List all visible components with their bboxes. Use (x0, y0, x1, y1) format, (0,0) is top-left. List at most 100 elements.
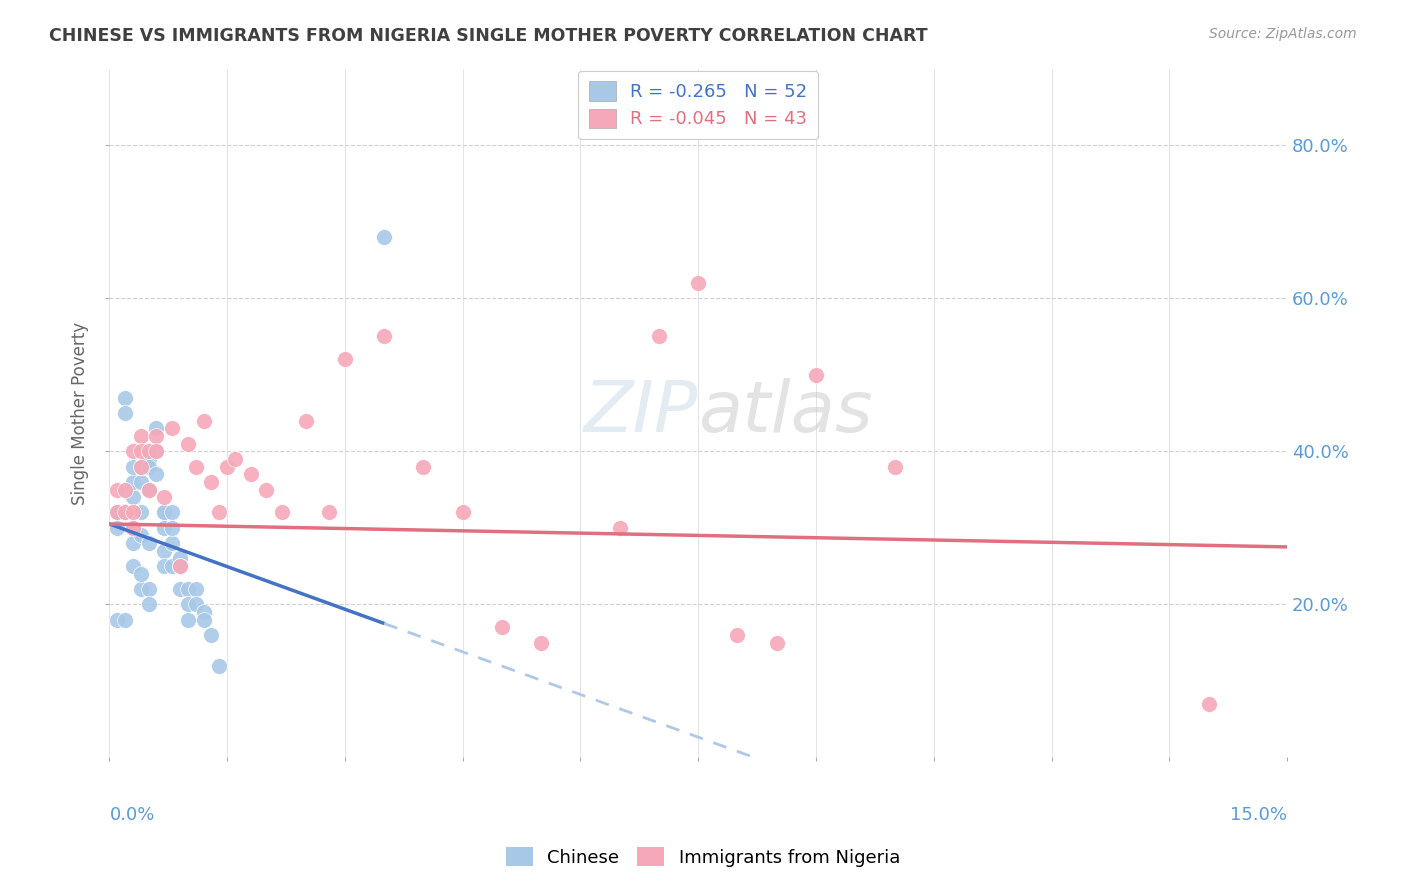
Y-axis label: Single Mother Poverty: Single Mother Poverty (72, 321, 89, 505)
Point (122, 475, 145, 489)
Point (160, 536, 183, 550)
Point (114, 506, 136, 520)
Point (129, 506, 152, 520)
Point (217, 459, 239, 474)
Text: atlas: atlas (699, 378, 873, 448)
Point (373, 230, 395, 244)
Point (122, 559, 145, 574)
Point (153, 506, 176, 520)
Point (114, 483, 136, 497)
Point (138, 459, 160, 474)
Point (114, 391, 136, 405)
Point (138, 536, 160, 550)
Point (648, 329, 671, 343)
Point (804, 368, 827, 382)
Point (373, 329, 395, 343)
Point (271, 506, 294, 520)
Point (200, 628, 222, 642)
Point (169, 559, 191, 574)
Point (153, 490, 176, 504)
Point (138, 597, 160, 611)
Point (122, 490, 145, 504)
Point (177, 436, 200, 450)
Point (530, 635, 553, 649)
Point (177, 613, 200, 627)
Point (129, 459, 152, 474)
Point (138, 582, 160, 596)
Point (169, 559, 191, 574)
Point (105, 506, 128, 520)
Point (254, 483, 277, 497)
Point (145, 421, 167, 435)
Point (129, 582, 152, 596)
Point (138, 483, 160, 497)
Point (177, 597, 200, 611)
Point (122, 444, 145, 458)
Point (160, 521, 183, 535)
Text: CHINESE VS IMMIGRANTS FROM NIGERIA SINGLE MOTHER POVERTY CORRELATION CHART: CHINESE VS IMMIGRANTS FROM NIGERIA SINGL… (49, 27, 928, 45)
Point (609, 521, 631, 535)
Point (160, 559, 183, 574)
Point (239, 467, 262, 482)
Point (105, 521, 128, 535)
Point (122, 506, 145, 520)
Point (160, 506, 183, 520)
Point (145, 444, 167, 458)
Point (193, 414, 215, 428)
Point (129, 429, 152, 443)
Point (129, 444, 152, 458)
Point (129, 459, 152, 474)
Point (318, 506, 340, 520)
Point (145, 429, 167, 443)
Point (1198, 697, 1220, 711)
Point (122, 536, 145, 550)
Point (688, 276, 710, 290)
Point (491, 620, 513, 634)
Point (184, 597, 207, 611)
Point (160, 421, 183, 435)
Point (145, 444, 167, 458)
Point (451, 506, 474, 520)
Point (145, 467, 167, 482)
Point (105, 483, 128, 497)
Legend: Chinese, Immigrants from Nigeria: Chinese, Immigrants from Nigeria (499, 840, 907, 874)
Point (169, 582, 191, 596)
Point (153, 543, 176, 558)
Point (138, 483, 160, 497)
Point (727, 628, 749, 642)
Point (114, 613, 136, 627)
Point (153, 506, 176, 520)
Point (138, 451, 160, 466)
Point (193, 613, 215, 627)
Point (883, 459, 905, 474)
Point (129, 566, 152, 581)
Legend: R = -0.265   N = 52, R = -0.045   N = 43: R = -0.265 N = 52, R = -0.045 N = 43 (578, 70, 818, 139)
Point (129, 475, 152, 489)
Point (122, 521, 145, 535)
Point (145, 444, 167, 458)
Point (105, 613, 128, 627)
Point (208, 658, 231, 673)
Point (200, 475, 222, 489)
Point (224, 451, 246, 466)
Point (193, 605, 215, 619)
Text: 0.0%: 0.0% (110, 805, 155, 823)
Point (114, 506, 136, 520)
Text: Source: ZipAtlas.com: Source: ZipAtlas.com (1209, 27, 1357, 41)
Point (169, 551, 191, 566)
Point (114, 483, 136, 497)
Point (129, 528, 152, 542)
Point (184, 582, 207, 596)
Point (177, 582, 200, 596)
Point (153, 559, 176, 574)
Point (765, 635, 787, 649)
Text: 15.0%: 15.0% (1230, 805, 1286, 823)
Point (153, 521, 176, 535)
Point (105, 506, 128, 520)
Point (294, 414, 316, 428)
Point (184, 459, 207, 474)
Point (208, 506, 231, 520)
Point (333, 352, 356, 367)
Point (138, 444, 160, 458)
Point (122, 521, 145, 535)
